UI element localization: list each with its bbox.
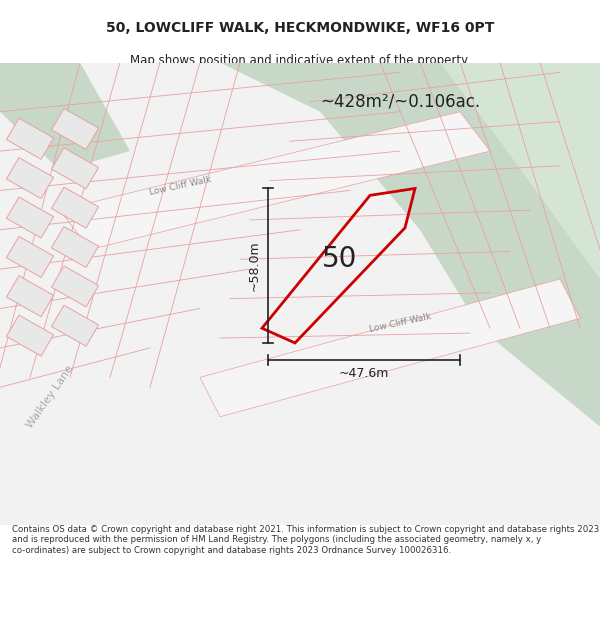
Polygon shape [200,279,580,417]
Bar [7,158,53,199]
Text: ~47.6m: ~47.6m [339,367,389,380]
Bar [7,315,53,356]
Text: Low Cliff Walk: Low Cliff Walk [368,312,432,334]
Polygon shape [60,112,490,249]
Text: 50, LOWCLIFF WALK, HECKMONDWIKE, WF16 0PT: 50, LOWCLIFF WALK, HECKMONDWIKE, WF16 0P… [106,21,494,35]
Bar [7,118,53,159]
Text: Contains OS data © Crown copyright and database right 2021. This information is : Contains OS data © Crown copyright and d… [12,525,599,555]
Bar [52,187,98,228]
Bar [52,305,98,346]
Polygon shape [0,62,130,171]
Polygon shape [220,62,500,230]
Text: ~428m²/~0.106ac.: ~428m²/~0.106ac. [320,93,480,111]
Bar [52,108,98,149]
Bar [52,226,98,268]
Polygon shape [440,62,600,279]
Text: Low Cliff Walk: Low Cliff Walk [148,174,212,196]
Text: Map shows position and indicative extent of the property.: Map shows position and indicative extent… [130,54,470,67]
Text: Walkley Lane: Walkley Lane [25,364,76,430]
Bar [7,276,53,317]
Text: ~58.0m: ~58.0m [248,241,260,291]
Text: 50: 50 [322,245,358,273]
Bar [52,148,98,189]
Polygon shape [300,62,600,427]
Bar [52,266,98,307]
Bar [7,236,53,278]
Bar [7,197,53,238]
